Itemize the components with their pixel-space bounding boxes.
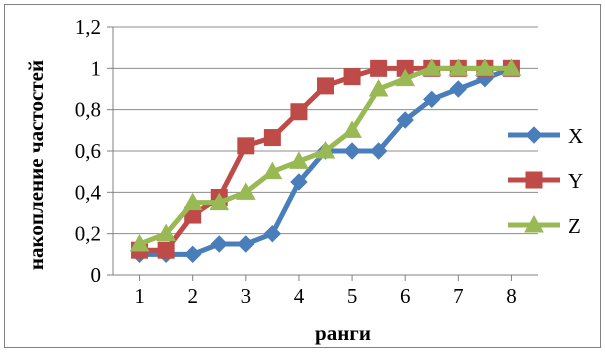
y-tick-label: 0,4 <box>75 180 102 204</box>
y-axis-title: накопление частостей <box>24 60 48 270</box>
diamond-marker <box>290 173 308 191</box>
square-marker <box>157 241 175 259</box>
legend-item-z: Z <box>508 214 581 238</box>
x-tick-label: 8 <box>506 284 517 308</box>
x-tick-label: 7 <box>453 284 464 308</box>
diamond-marker <box>210 235 228 253</box>
series-group <box>129 58 522 264</box>
y-tick-label: 0,8 <box>75 98 101 122</box>
triangle-marker <box>182 192 203 211</box>
y-tick-label: 0 <box>91 263 102 287</box>
legend-item-y: Y <box>508 169 583 193</box>
triangle-marker <box>342 120 362 138</box>
x-tick-label: 3 <box>241 284 252 308</box>
diamond-marker <box>343 142 361 160</box>
x-tick-label: 5 <box>347 284 358 308</box>
square-marker <box>290 103 308 121</box>
triangle-marker <box>524 214 544 233</box>
x-tick-label: 2 <box>187 284 198 308</box>
triangle-marker <box>129 233 150 252</box>
y-tick-label: 1 <box>91 56 102 80</box>
diamond-marker <box>423 90 441 109</box>
triangle-marker <box>289 151 309 169</box>
square-marker <box>263 129 281 147</box>
diamond-marker <box>525 126 543 144</box>
triangle-marker <box>235 182 256 200</box>
diamond-marker <box>183 245 202 264</box>
square-marker <box>343 68 361 86</box>
triangle-marker <box>395 68 416 87</box>
y-tick-label: 1,2 <box>75 15 101 39</box>
diamond-marker <box>449 80 468 98</box>
triangle-marker <box>501 58 522 76</box>
x-tick-label: 1 <box>134 284 145 308</box>
square-marker <box>370 59 388 77</box>
triangle-marker <box>448 58 469 76</box>
square-marker <box>317 77 334 95</box>
triangle-marker <box>421 58 442 76</box>
triangle-marker <box>475 58 495 76</box>
axes: 0 0,2 0,4 0,6 0,8 1 1,2 1 2 3 4 5 6 7 8 <box>75 15 538 308</box>
gridlines <box>113 26 538 235</box>
diamond-marker <box>237 235 255 253</box>
legend: XYZ <box>508 124 583 238</box>
legend-label-y: Y <box>568 169 583 193</box>
legend-label-x: X <box>568 124 583 148</box>
diamond-marker <box>396 111 414 129</box>
diamond-marker <box>369 142 388 160</box>
series-z <box>129 58 522 252</box>
x-axis-title: ранги <box>315 321 371 345</box>
triangle-marker <box>368 78 389 97</box>
square-marker <box>237 137 255 155</box>
triangle-marker <box>156 223 176 242</box>
legend-label-z: Z <box>568 214 581 238</box>
x-tick-label: 6 <box>400 284 411 308</box>
triangle-marker <box>262 161 283 180</box>
series-line-x <box>139 66 513 257</box>
triangle-marker <box>315 140 336 159</box>
square-marker <box>525 171 543 189</box>
x-tick-label: 4 <box>294 284 305 308</box>
y-tick-label: 0,6 <box>75 139 101 163</box>
y-tick-label: 0,2 <box>75 222 101 246</box>
legend-item-x: X <box>508 124 583 148</box>
triangle-marker <box>209 192 230 211</box>
diamond-marker <box>263 224 282 243</box>
